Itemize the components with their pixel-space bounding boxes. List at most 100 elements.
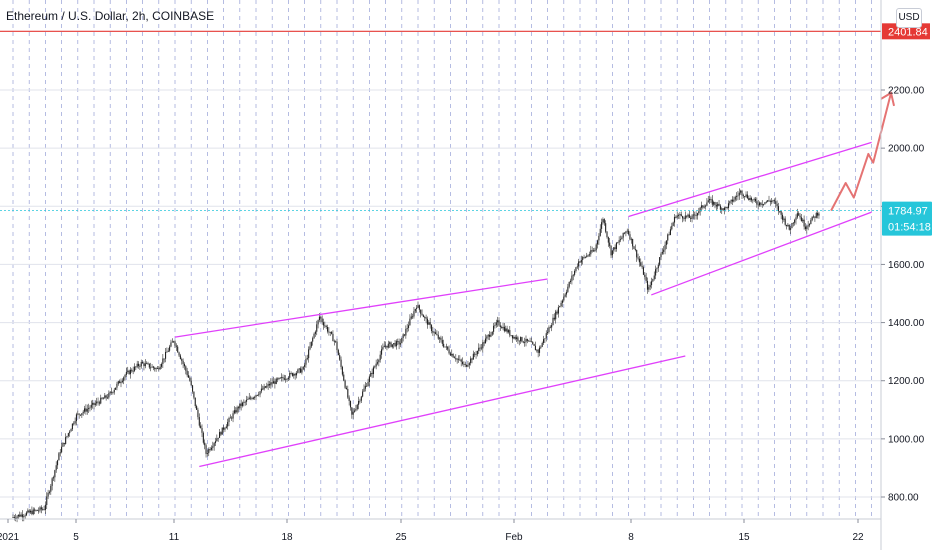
candle-body	[571, 275, 573, 281]
candle-body	[753, 198, 755, 200]
candle-body	[35, 510, 37, 511]
candle-body	[152, 366, 154, 368]
candle-body	[28, 510, 30, 513]
trendline[interactable]	[651, 211, 872, 296]
candle-body	[502, 326, 504, 329]
candle-body	[538, 347, 541, 353]
candle-body	[590, 250, 592, 255]
candle-body	[726, 206, 728, 208]
candle-body	[101, 397, 103, 399]
drawing-tools[interactable]	[0, 30, 896, 468]
candle-body	[802, 219, 804, 222]
candle-body	[82, 411, 84, 414]
currency-unit-button[interactable]: USD	[896, 8, 922, 28]
trendline[interactable]	[199, 355, 686, 468]
candle-body	[545, 333, 547, 339]
candle-body	[316, 324, 318, 332]
candle-body	[422, 315, 424, 318]
candle-body	[574, 271, 576, 275]
candle-body	[518, 340, 520, 342]
candle-body	[690, 217, 692, 219]
candle-body	[219, 432, 221, 438]
projection-arrow-head[interactable]	[880, 91, 896, 107]
candle-body	[435, 332, 437, 334]
candle-body	[449, 353, 451, 356]
projection-arrow[interactable]	[830, 92, 893, 212]
candle-body	[71, 423, 73, 430]
candle-body	[120, 381, 122, 384]
candle-body	[760, 202, 762, 205]
candle-body	[111, 391, 113, 393]
candle-body	[151, 366, 153, 368]
candle-body	[147, 363, 149, 365]
candle-body	[817, 212, 819, 216]
candle-body	[624, 232, 626, 234]
candle-body	[371, 372, 373, 375]
candle-body	[185, 366, 187, 371]
trendline[interactable]	[174, 278, 548, 338]
candle-body	[271, 382, 273, 384]
candle-body	[159, 366, 161, 370]
candle-body	[165, 351, 167, 359]
candle-body	[757, 204, 759, 206]
candle-body	[81, 413, 83, 416]
candle-body	[818, 213, 820, 216]
candle-body	[201, 428, 203, 433]
candle-body	[375, 363, 377, 367]
candle-body	[16, 516, 18, 519]
candle-body	[601, 222, 603, 229]
candle-body	[598, 235, 600, 241]
candle-body	[413, 311, 415, 317]
candle-body	[444, 346, 446, 348]
x-tick-label: 25	[395, 532, 407, 543]
candle-body	[412, 316, 414, 318]
candle-body	[644, 274, 646, 277]
candle-body	[767, 200, 769, 202]
candlestick-series	[12, 188, 820, 523]
candle-body	[417, 305, 419, 308]
candle-body	[317, 320, 319, 325]
candle-body	[395, 341, 397, 347]
candle-body	[783, 218, 785, 220]
y-tick-label: 1000.00	[888, 434, 925, 445]
candle-body	[792, 222, 794, 224]
candle-body	[718, 203, 720, 206]
candle-body	[224, 428, 226, 430]
candle-body	[376, 362, 379, 364]
candle-body	[321, 318, 323, 323]
candle-body	[301, 369, 303, 373]
candle-body	[475, 354, 477, 356]
candle-body	[96, 401, 98, 404]
candle-body	[61, 446, 63, 453]
candle-body	[113, 389, 115, 393]
candle-body	[555, 311, 557, 320]
candle-body	[606, 231, 608, 238]
candle-body	[768, 200, 770, 202]
candle-body	[327, 327, 329, 332]
candle-body	[189, 377, 191, 381]
candle-body	[803, 219, 805, 227]
candle-body	[167, 350, 169, 352]
candle-body	[583, 256, 585, 258]
candle-body	[459, 359, 461, 361]
candle-body	[738, 192, 740, 196]
candle-body	[336, 341, 338, 351]
candle-body	[115, 387, 117, 390]
candle-body	[649, 285, 651, 288]
candle-body	[252, 397, 254, 400]
candle-body	[286, 378, 288, 380]
candle-body	[645, 276, 647, 281]
candle-body	[116, 383, 118, 388]
candle-body	[815, 212, 817, 218]
candle-body	[31, 510, 33, 515]
candle-body	[456, 358, 458, 360]
candle-body	[472, 353, 474, 360]
candle-body	[267, 384, 269, 386]
candle-body	[455, 358, 457, 360]
candle-body	[536, 349, 538, 351]
candle-body	[614, 247, 616, 249]
candle-body	[89, 407, 91, 409]
trendline[interactable]	[628, 141, 872, 218]
candle-body	[244, 401, 246, 403]
